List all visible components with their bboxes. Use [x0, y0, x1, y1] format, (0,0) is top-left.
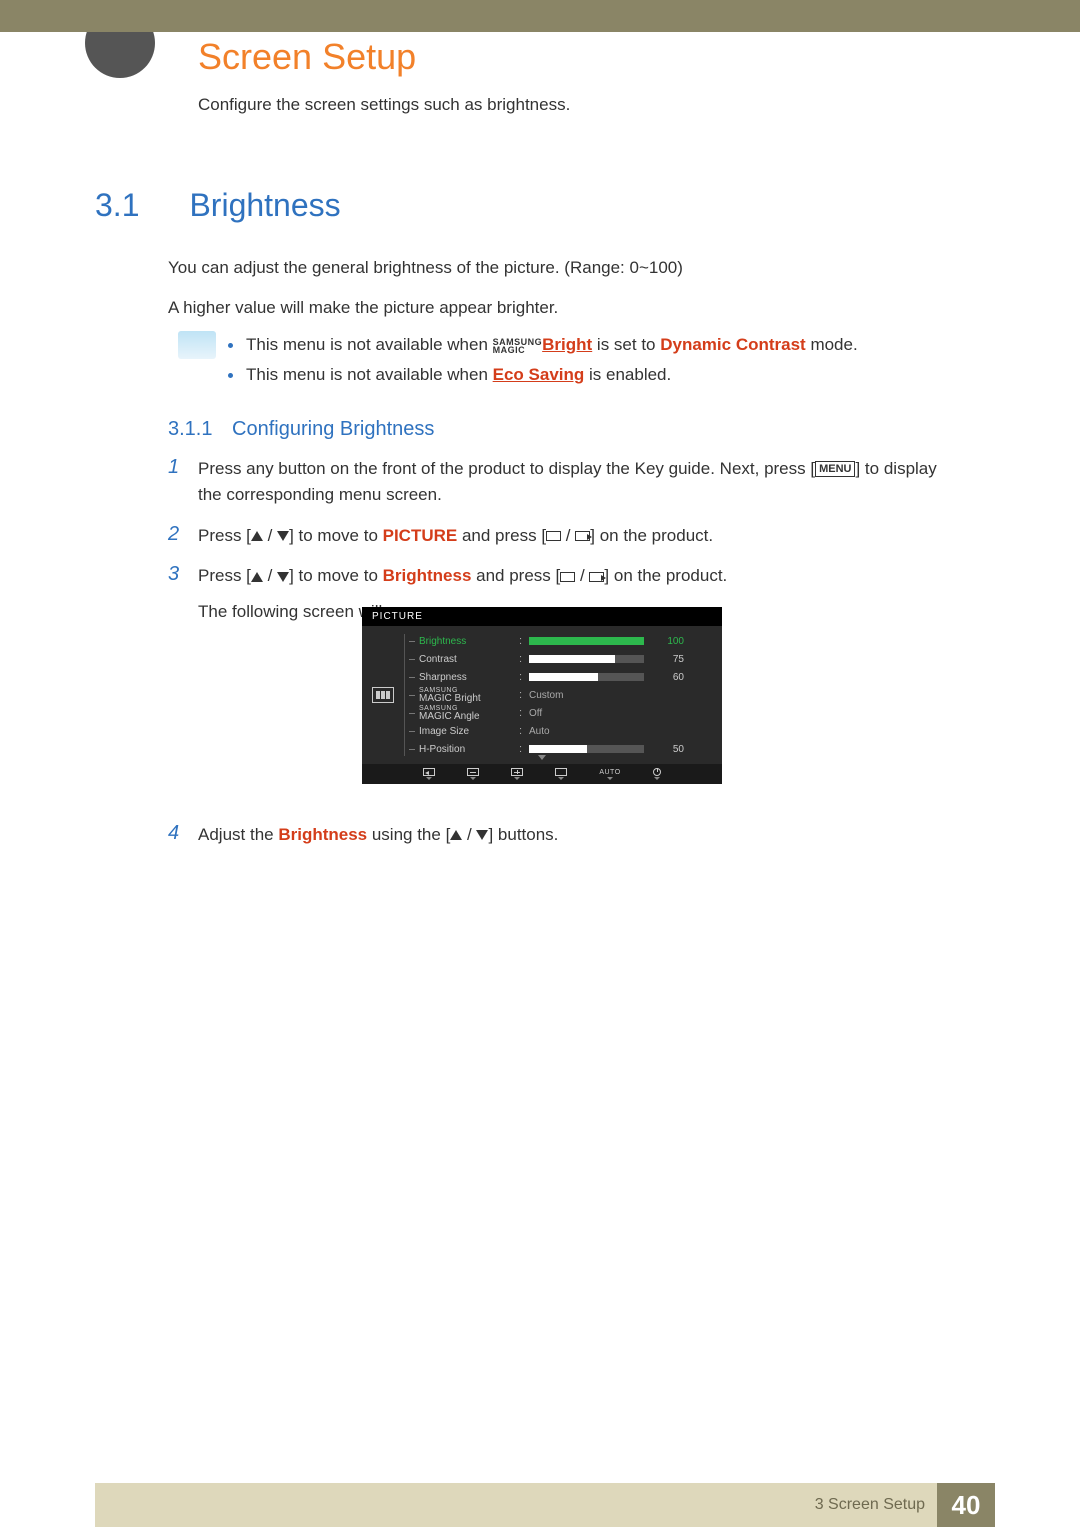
- brightness-range-text: You can adjust the general brightness of…: [168, 255, 968, 281]
- osd-row: Contrast:75: [419, 650, 710, 668]
- footer-chapter-text: 3 Screen Setup: [815, 1496, 925, 1514]
- down-arrow-icon: [277, 572, 289, 582]
- osd-row: Sharpness:60: [419, 668, 710, 686]
- osd-footer: AUTO: [362, 764, 722, 784]
- osd-row: H-Position:50: [419, 740, 710, 758]
- info-list: This menu is not available when SAMSUNGM…: [228, 335, 968, 395]
- section-heading: 3.1 Brightness: [95, 187, 341, 224]
- subsection-number: 3.1.1: [168, 418, 212, 440]
- info-item-magic: This menu is not available when SAMSUNGM…: [228, 335, 968, 355]
- step-1: 1 Press any button on the front of the p…: [168, 456, 958, 509]
- down-arrow-icon: [476, 830, 488, 840]
- section-number: 3.1: [95, 187, 185, 224]
- picture-category-icon: [372, 687, 394, 703]
- osd-source-icon: [555, 768, 567, 780]
- subsection-heading: 3.1.1 Configuring Brightness: [168, 418, 434, 441]
- info-icon: [178, 331, 216, 359]
- page-footer: 3 Screen Setup 40: [95, 1483, 995, 1527]
- chapter-title: Screen Setup: [198, 36, 416, 78]
- osd-auto-label: AUTO: [599, 769, 620, 780]
- osd-plus-icon: [511, 768, 523, 780]
- osd-back-icon: [423, 768, 435, 780]
- osd-menu-screenshot: PICTURE Brightness:100Contrast:75Sharpne…: [362, 607, 722, 784]
- magic-bright-link: Bright: [542, 335, 592, 354]
- osd-power-icon: [653, 768, 661, 780]
- chapter-intro: Configure the screen settings such as br…: [198, 92, 570, 118]
- page-number: 40: [937, 1483, 995, 1527]
- osd-row: SAMSUNGMAGIC Bright:Custom: [419, 686, 710, 704]
- osd-minus-icon: [467, 768, 479, 780]
- step-4: 4 Adjust the Brightness using the [ / ] …: [168, 822, 958, 848]
- dynamic-contrast-text: Dynamic Contrast: [660, 335, 805, 354]
- up-arrow-icon: [251, 572, 263, 582]
- samsung-magic-logo: SAMSUNGMAGIC: [493, 338, 543, 354]
- enter-icon: [589, 572, 604, 582]
- up-arrow-icon: [251, 531, 263, 541]
- brightness-option-text: Brightness: [383, 566, 472, 585]
- source-icon: [546, 531, 561, 541]
- info-item-eco: This menu is not available when Eco Savi…: [228, 365, 968, 385]
- osd-row: Brightness:100: [419, 632, 710, 650]
- scroll-down-icon: [538, 755, 546, 760]
- menu-button-label: MENU: [815, 461, 855, 477]
- osd-header: PICTURE: [362, 607, 722, 626]
- top-bar: [0, 0, 1080, 32]
- subsection-title: Configuring Brightness: [232, 418, 434, 440]
- source-icon: [560, 572, 575, 582]
- osd-rows: Brightness:100Contrast:75Sharpness:60SAM…: [405, 626, 722, 764]
- osd-category-icon-col: [362, 626, 404, 764]
- picture-menu-text: PICTURE: [383, 526, 458, 545]
- osd-row: Image Size:Auto: [419, 722, 710, 740]
- brightness-adjust-text: Brightness: [278, 825, 367, 844]
- eco-saving-link: Eco Saving: [493, 365, 585, 384]
- osd-row: SAMSUNGMAGIC Angle:Off: [419, 704, 710, 722]
- chapter-number-circle: [85, 8, 155, 78]
- brightness-note-text: A higher value will make the picture app…: [168, 295, 968, 321]
- down-arrow-icon: [277, 531, 289, 541]
- enter-icon: [575, 531, 590, 541]
- step-2: 2 Press [ / ] to move to PICTURE and pre…: [168, 523, 958, 549]
- section-title: Brightness: [189, 187, 340, 224]
- up-arrow-icon: [450, 830, 462, 840]
